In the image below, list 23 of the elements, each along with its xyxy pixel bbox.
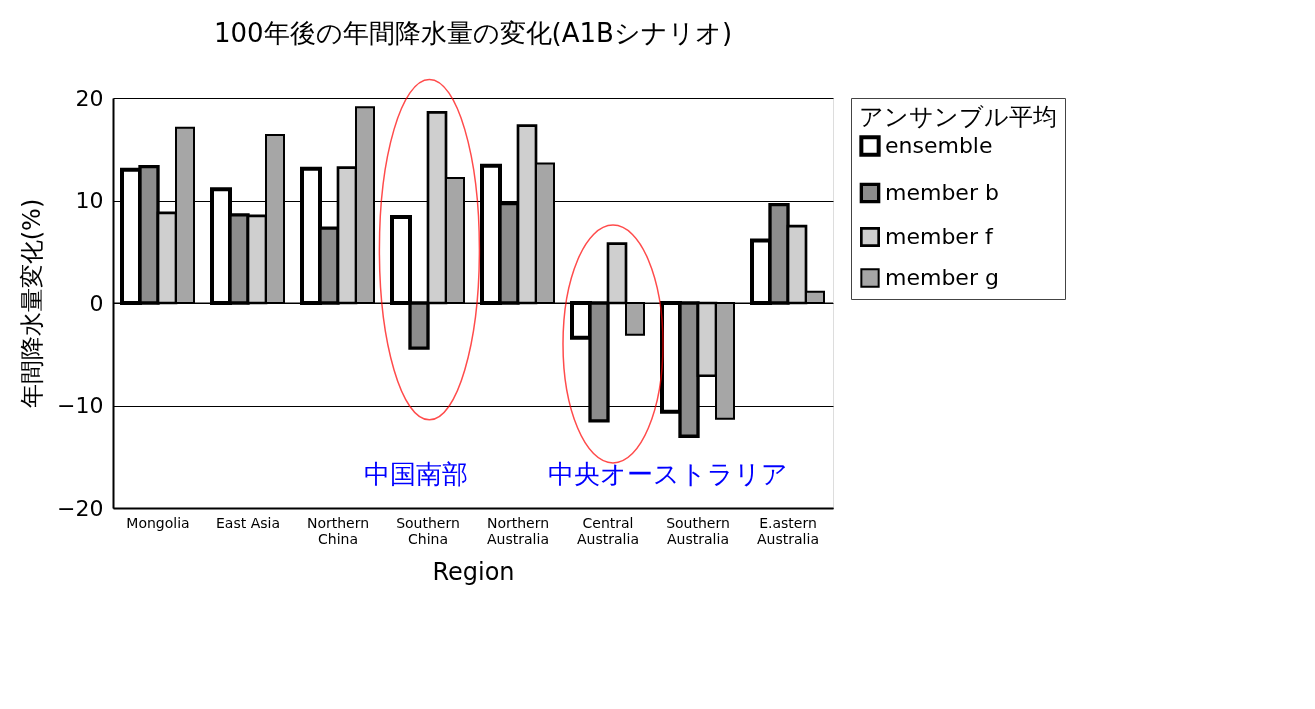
y-tick-label: 10 (75, 188, 104, 213)
x-tick-label: E.astern Australia (757, 514, 819, 547)
y-tick-label: 0 (89, 290, 104, 316)
legend-label: ensemble (885, 133, 993, 158)
legend-label: member b (885, 180, 999, 205)
y-tick-label: −10 (57, 393, 104, 418)
x-tick-label: Northern Australia (486, 514, 550, 547)
x-axis-title: Region (432, 557, 515, 586)
chart-title: 100年後の年間降水量の変化(A1Bシナリオ) (213, 17, 733, 48)
legend-label: member g (885, 265, 999, 290)
x-tick-label: East Asia (216, 514, 280, 531)
x-tick-label: Central Australia (577, 514, 639, 547)
legend-title: アンサンブル平均 (859, 103, 1057, 131)
y-axis-title: 年間降水量変化(%) (18, 198, 47, 409)
x-tick-label: Southern China (396, 514, 460, 547)
annotation: 中国南部 (364, 459, 469, 490)
legend-label: member f (885, 224, 994, 249)
annotation: 中央オーストラリア (548, 459, 788, 490)
x-tick-label: Mongolia (126, 514, 190, 531)
x-tick-label: Northern China (306, 514, 370, 547)
x-tick-label: Southern Australia (666, 514, 730, 547)
y-tick-label: 20 (75, 85, 104, 111)
y-tick-label: −20 (57, 495, 104, 521)
